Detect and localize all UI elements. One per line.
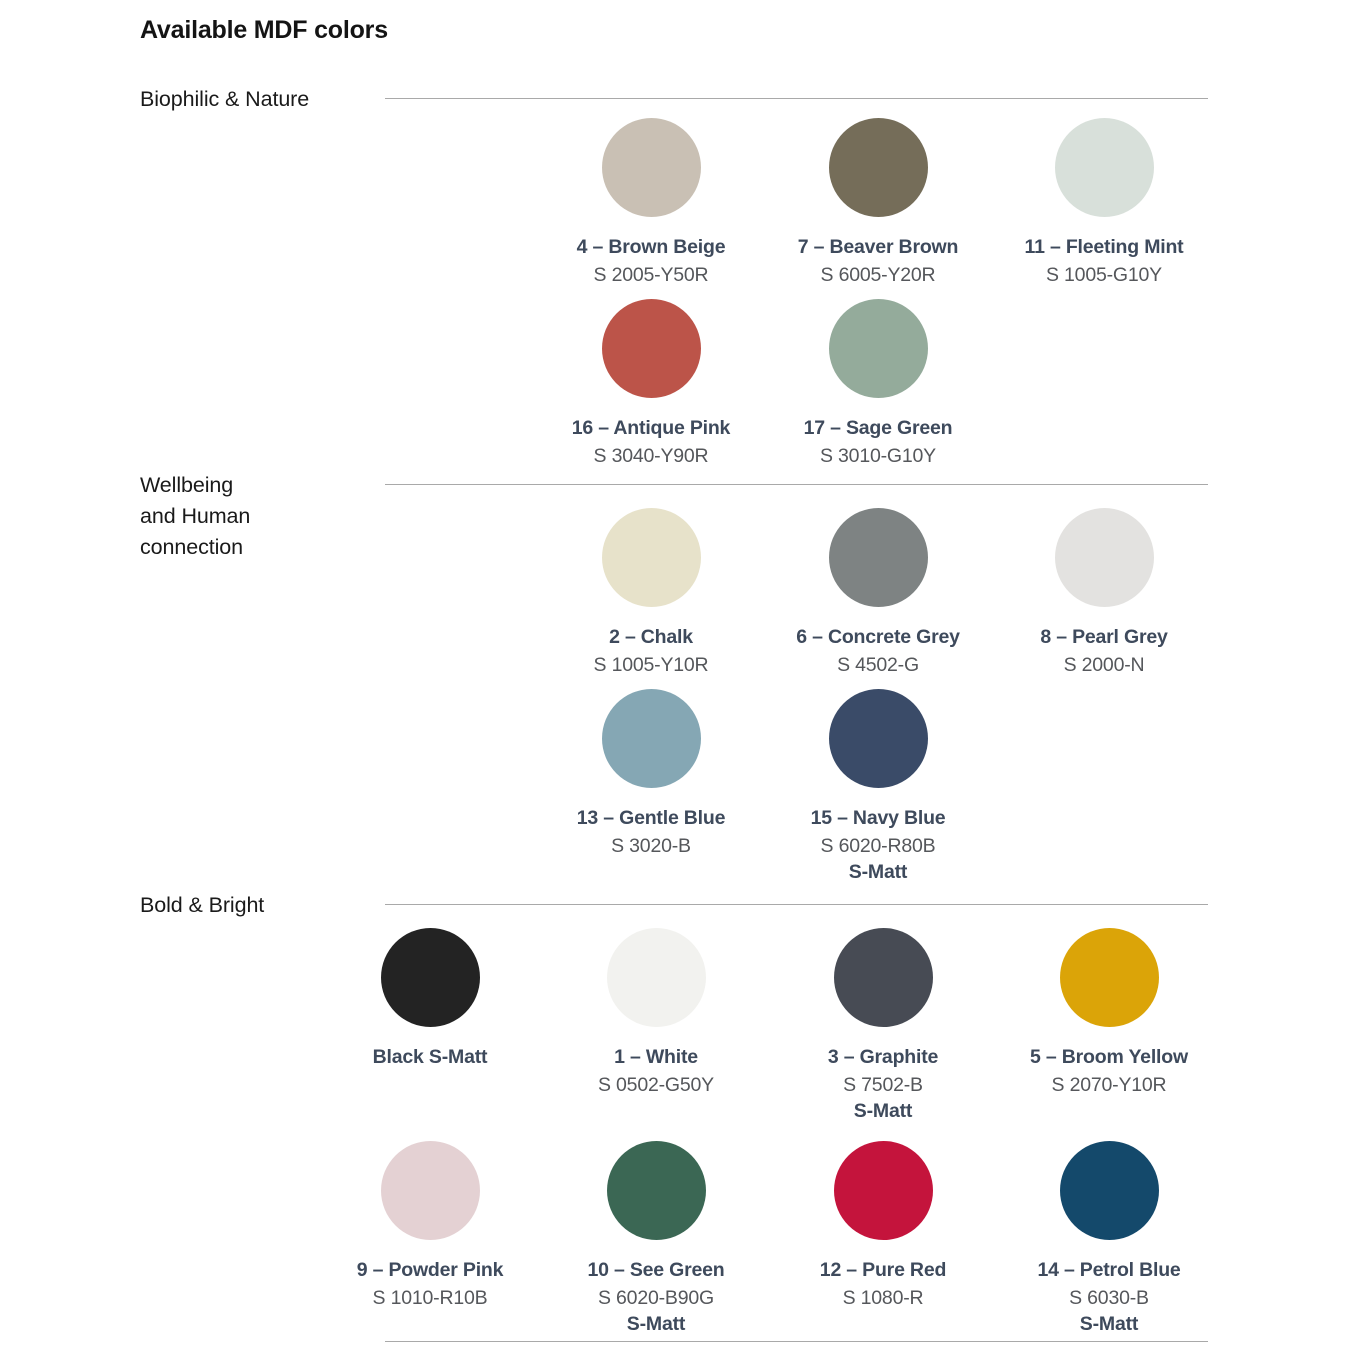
section-divider: [385, 484, 1208, 485]
section-divider: [385, 904, 1208, 905]
color-swatch: [606, 1141, 706, 1240]
swatch-name: 8 – Pearl Grey: [1040, 626, 1168, 648]
color-swatch: [828, 508, 928, 607]
swatch-row: Black S-Matt 1 – White S 0502-G50Y 3 – G…: [0, 928, 1365, 1122]
swatch-cell[interactable]: 9 – Powder Pink S 1010-R10B: [317, 1141, 543, 1310]
color-swatch: [606, 928, 706, 1027]
swatch-name: 2 – Chalk: [609, 626, 693, 648]
swatch-ncs-code: S 1010-R10B: [372, 1287, 488, 1309]
swatch-ncs-code: S 2005-Y50R: [593, 264, 709, 286]
swatch-ncs-code: S 1005-Y10R: [593, 654, 709, 676]
color-swatch: [828, 118, 928, 217]
swatch-name: 15 – Navy Blue: [810, 807, 946, 829]
swatch-cell[interactable]: 7 – Beaver Brown S 6005-Y20R: [765, 118, 991, 287]
swatch-ncs-code: S 2000-N: [1063, 654, 1145, 676]
swatch-name: Black S-Matt: [372, 1046, 488, 1068]
swatch-finish: S-Matt: [848, 861, 908, 883]
swatch-ncs-code: S 1080-R: [842, 1287, 924, 1309]
swatch-ncs-code: S 2070-Y10R: [1051, 1074, 1167, 1096]
swatch-name: 10 – See Green: [587, 1259, 725, 1281]
color-swatch: [601, 299, 701, 398]
swatch-row: 16 – Antique Pink S 3040-Y90R 17 – Sage …: [0, 299, 1365, 479]
swatch-cell[interactable]: 1 – White S 0502-G50Y: [543, 928, 769, 1097]
section-divider: [385, 98, 1208, 99]
swatch-name: 5 – Broom Yellow: [1030, 1046, 1188, 1068]
swatch-cell[interactable]: 14 – Petrol Blue S 6030-B S-Matt: [996, 1141, 1222, 1336]
color-swatch: [833, 1141, 933, 1240]
section-heading: Biophilic & Nature: [140, 84, 380, 115]
swatch-name: 11 – Fleeting Mint: [1024, 236, 1184, 258]
section-heading: Bold & Bright: [140, 890, 380, 921]
swatch-name: 14 – Petrol Blue: [1037, 1259, 1181, 1281]
swatch-cell[interactable]: 10 – See Green S 6020-B90G S-Matt: [543, 1141, 769, 1336]
swatch-finish: S-Matt: [626, 1313, 686, 1335]
color-swatch: [1059, 1141, 1159, 1240]
section-heading-line: and Human: [140, 504, 251, 528]
swatch-ncs-code: S 6030-B: [1069, 1287, 1149, 1309]
color-swatch: [833, 928, 933, 1027]
swatch-ncs-code: S 6020-B90G: [598, 1287, 714, 1309]
swatch-ncs-code: S 0502-G50Y: [598, 1074, 714, 1096]
swatch-name: 6 – Concrete Grey: [796, 626, 960, 648]
swatch-cell[interactable]: Black S-Matt: [317, 928, 543, 1069]
swatch-cell[interactable]: 16 – Antique Pink S 3040-Y90R: [538, 299, 764, 468]
section-heading-line: Biophilic & Nature: [140, 87, 310, 111]
color-swatch: [601, 118, 701, 217]
swatch-finish: S-Matt: [853, 1100, 913, 1122]
color-swatch: [380, 1141, 480, 1240]
swatch-finish: S-Matt: [1079, 1313, 1139, 1335]
swatch-cell[interactable]: 3 – Graphite S 7502-B S-Matt: [770, 928, 996, 1123]
swatch-name: 16 – Antique Pink: [571, 417, 731, 439]
swatch-cell[interactable]: 8 – Pearl Grey S 2000-N: [991, 508, 1217, 677]
swatch-ncs-code: S 6020-R80B: [820, 835, 936, 857]
swatch-cell[interactable]: 12 – Pure Red S 1080-R: [770, 1141, 996, 1310]
color-swatch: [828, 299, 928, 398]
page-bottom-divider: [385, 1341, 1208, 1342]
section-heading: Wellbeing and Human connection: [140, 470, 380, 563]
swatch-row: 9 – Powder Pink S 1010-R10B 10 – See Gre…: [0, 1141, 1365, 1335]
color-swatch: [601, 508, 701, 607]
swatch-name: 3 – Graphite: [827, 1046, 939, 1068]
color-swatch: [380, 928, 480, 1027]
swatch-name: 9 – Powder Pink: [356, 1259, 504, 1281]
swatch-cell[interactable]: 6 – Concrete Grey S 4502-G: [765, 508, 991, 677]
color-swatch: [1054, 118, 1154, 217]
swatch-name: 7 – Beaver Brown: [797, 236, 959, 258]
swatch-cell[interactable]: 2 – Chalk S 1005-Y10R: [538, 508, 764, 677]
color-swatch: [1059, 928, 1159, 1027]
swatch-ncs-code: S 1005-G10Y: [1046, 264, 1162, 286]
color-swatch: [1054, 508, 1154, 607]
swatch-cell[interactable]: 17 – Sage Green S 3010-G10Y: [765, 299, 991, 468]
swatch-name: 4 – Brown Beige: [576, 236, 726, 258]
swatch-ncs-code: S 4502-G: [837, 654, 919, 676]
section-heading-line: Bold & Bright: [140, 893, 265, 917]
swatch-row: 13 – Gentle Blue S 3020-B 15 – Navy Blue…: [0, 689, 1365, 883]
color-swatch: [601, 689, 701, 788]
swatch-cell[interactable]: 13 – Gentle Blue S 3020-B: [538, 689, 764, 858]
swatch-name: 13 – Gentle Blue: [576, 807, 726, 829]
swatch-cell[interactable]: 15 – Navy Blue S 6020-R80B S-Matt: [765, 689, 991, 884]
color-swatch: [828, 689, 928, 788]
swatch-name: 1 – White: [614, 1046, 698, 1068]
swatch-cell[interactable]: 5 – Broom Yellow S 2070-Y10R: [996, 928, 1222, 1097]
swatch-ncs-code: S 6005-Y20R: [820, 264, 936, 286]
swatch-ncs-code: S 3040-Y90R: [593, 445, 709, 467]
swatch-ncs-code: S 7502-B: [843, 1074, 923, 1096]
section-heading-line: connection: [140, 535, 243, 559]
swatch-ncs-code: S 3010-G10Y: [820, 445, 936, 467]
swatch-ncs-code: S 3020-B: [611, 835, 691, 857]
swatch-row: 4 – Brown Beige S 2005-Y50R 7 – Beaver B…: [0, 118, 1365, 298]
section-heading-line: Wellbeing: [140, 473, 234, 497]
swatch-row: 2 – Chalk S 1005-Y10R 6 – Concrete Grey …: [0, 508, 1365, 688]
page-title: Available MDF colors: [140, 16, 388, 44]
swatch-cell[interactable]: 4 – Brown Beige S 2005-Y50R: [538, 118, 764, 287]
swatch-name: 17 – Sage Green: [803, 417, 953, 439]
swatch-name: 12 – Pure Red: [819, 1259, 947, 1281]
swatch-cell[interactable]: 11 – Fleeting Mint S 1005-G10Y: [991, 118, 1217, 287]
